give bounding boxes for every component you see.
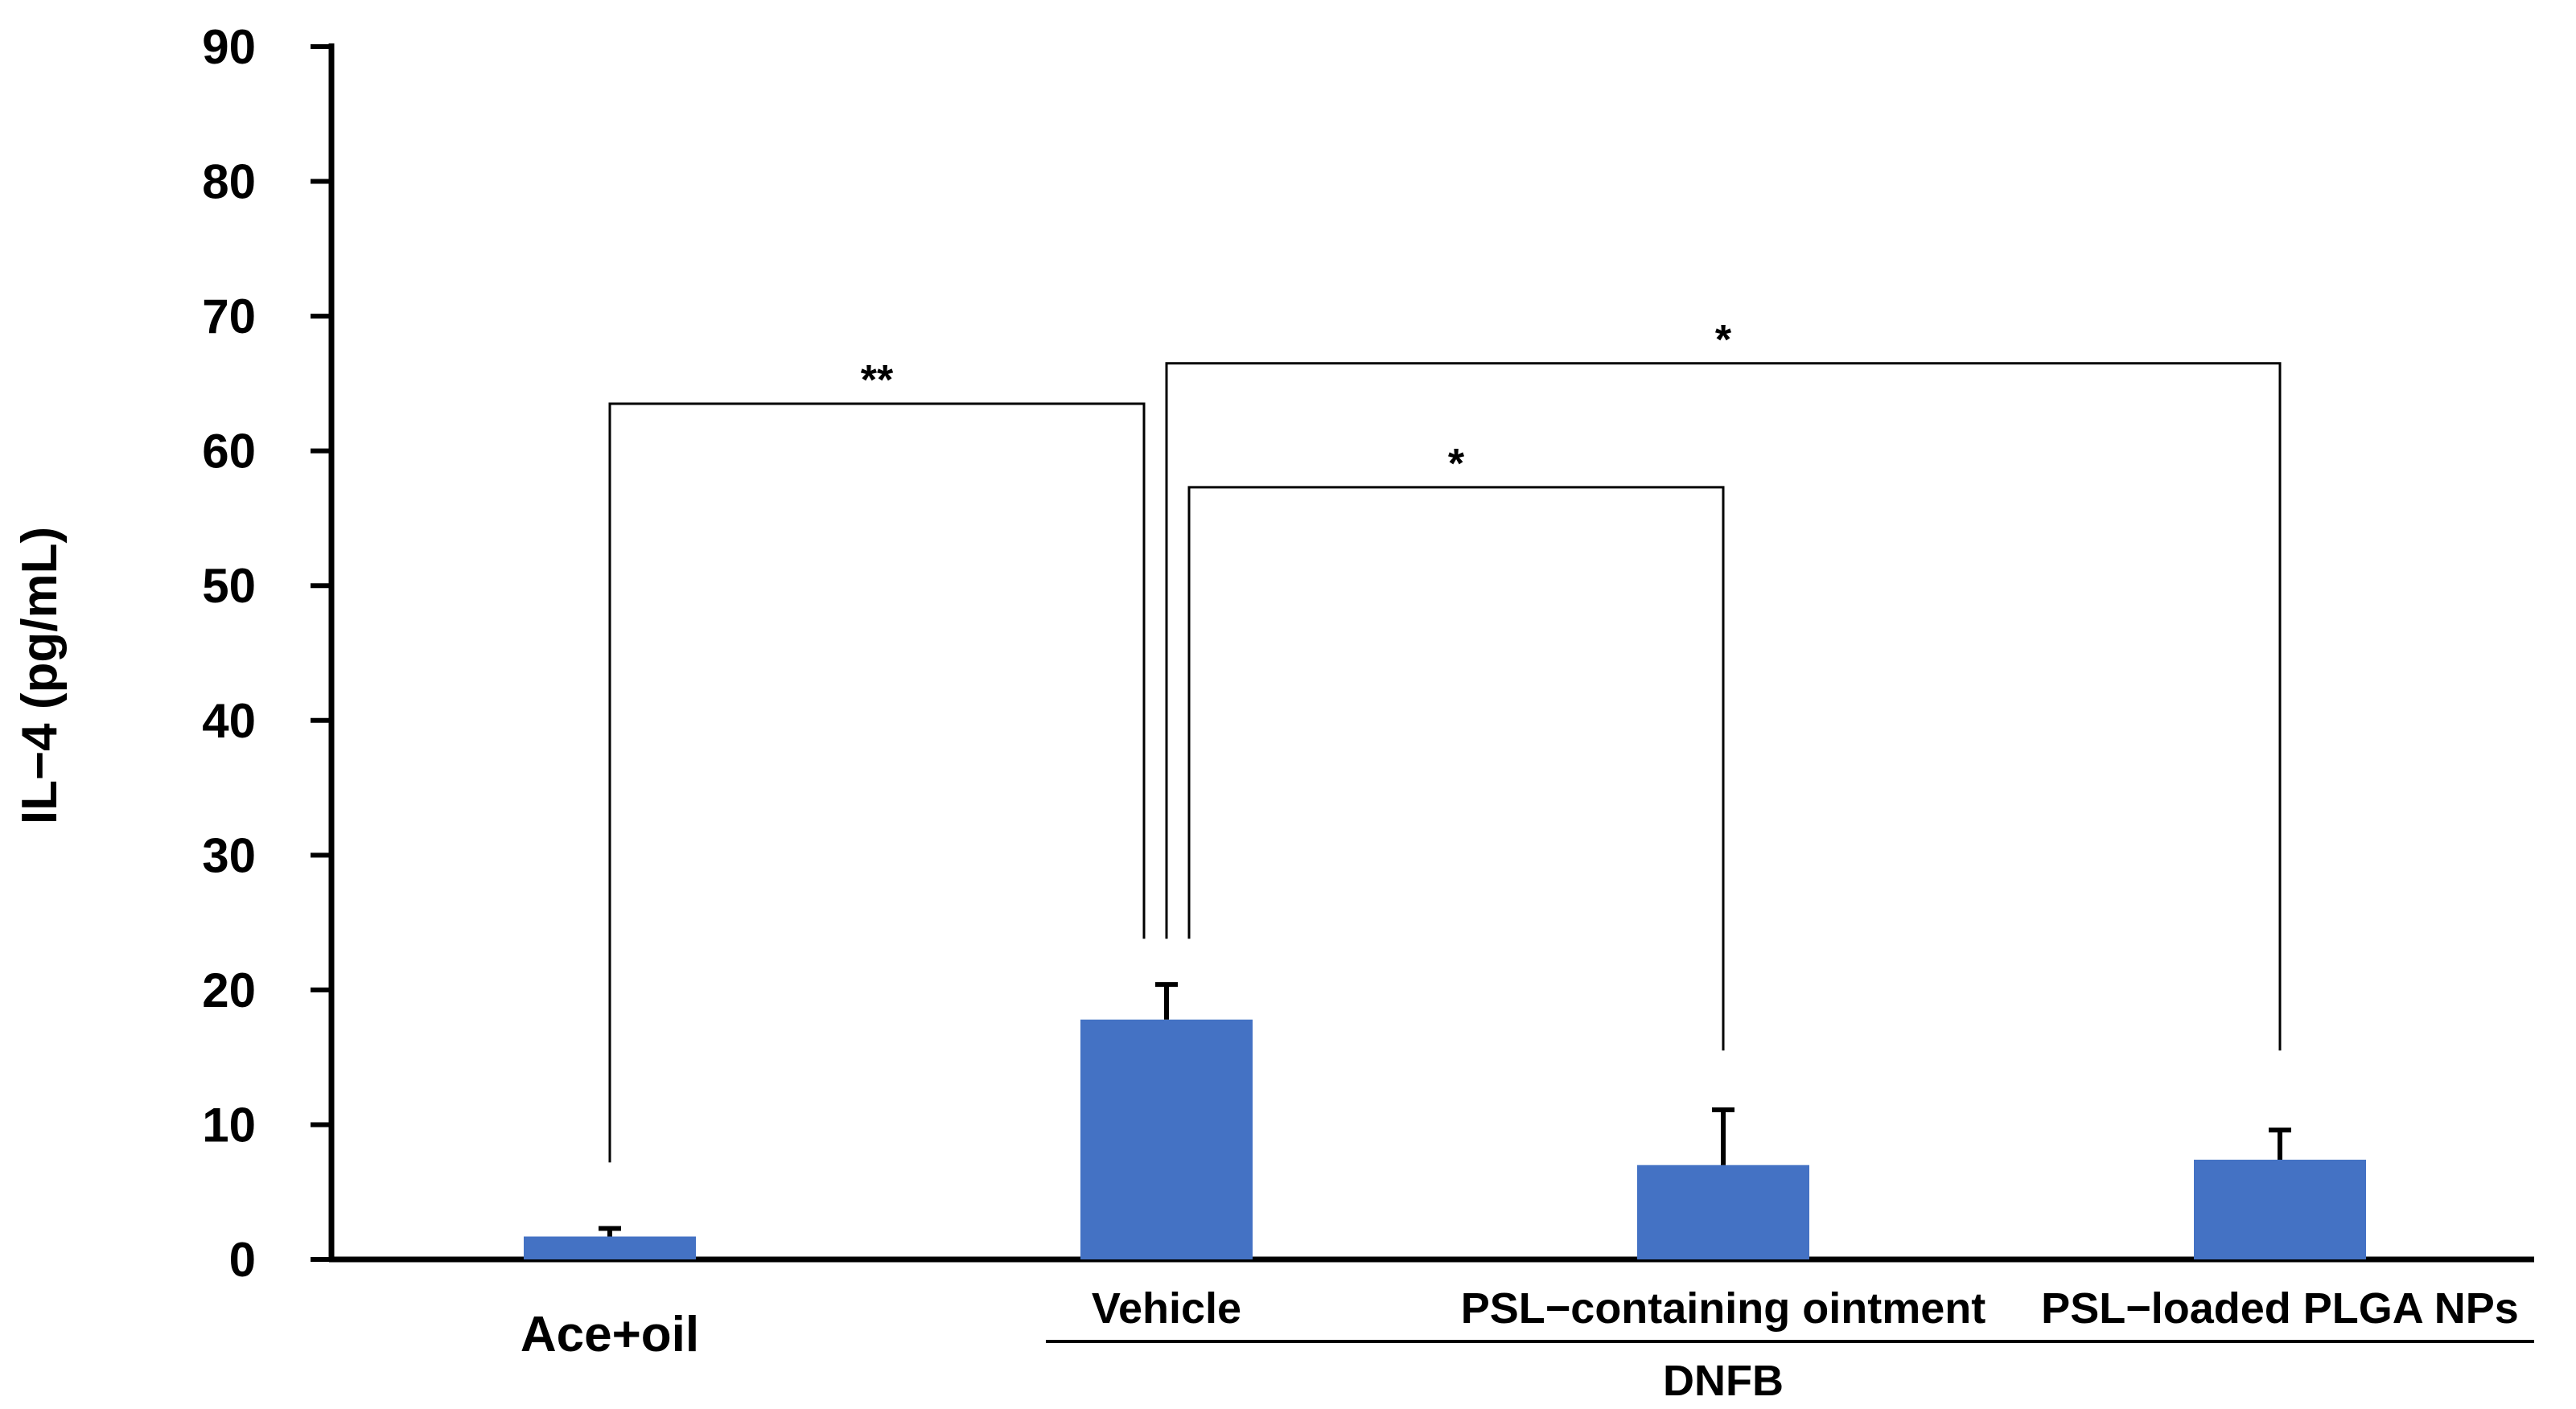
y-tick-label: 20 [202,963,256,1017]
y-tick-label: 70 [202,290,256,343]
significance-label: ** [861,357,894,404]
y-tick-label: 60 [202,425,256,479]
significance-bracket [1187,486,1725,1051]
significance-bracket [1165,362,2282,1051]
category-label: PSL−containing ointment [1461,1284,1986,1333]
y-tick-label: 80 [202,155,256,209]
category-label: PSL−loaded PLGA NPs [2041,1284,2519,1333]
significance-label: * [1715,317,1732,364]
bar [1637,1165,1809,1259]
y-tick-label: 30 [202,828,256,882]
category-label: Ace+oil [521,1307,699,1362]
y-axis-title: IL−4 (pg/mL) [12,527,68,824]
significance-label: * [1448,441,1465,487]
bars [524,1019,2366,1259]
category-label: Vehicle [1092,1284,1241,1333]
y-tick-label: 90 [202,20,256,74]
category-labels: Ace+oil Vehicle PSL−containing ointment PSL… [521,1284,2534,1405]
y-tick-label: 0 [229,1233,256,1287]
y-tick-label: 10 [202,1098,256,1152]
bar [524,1236,696,1259]
significance-brackets: **** [608,317,2282,1163]
y-axis: 0 10 20 30 40 50 60 70 80 90 [202,20,335,1287]
y-tick-label: 50 [202,559,256,613]
y-tick-label: 40 [202,694,256,748]
group-label: DNFB [1663,1357,1784,1405]
error-bars [599,982,2291,1237]
significance-bracket [608,402,1146,1163]
bar [2194,1160,2366,1259]
bar [1080,1019,1253,1259]
